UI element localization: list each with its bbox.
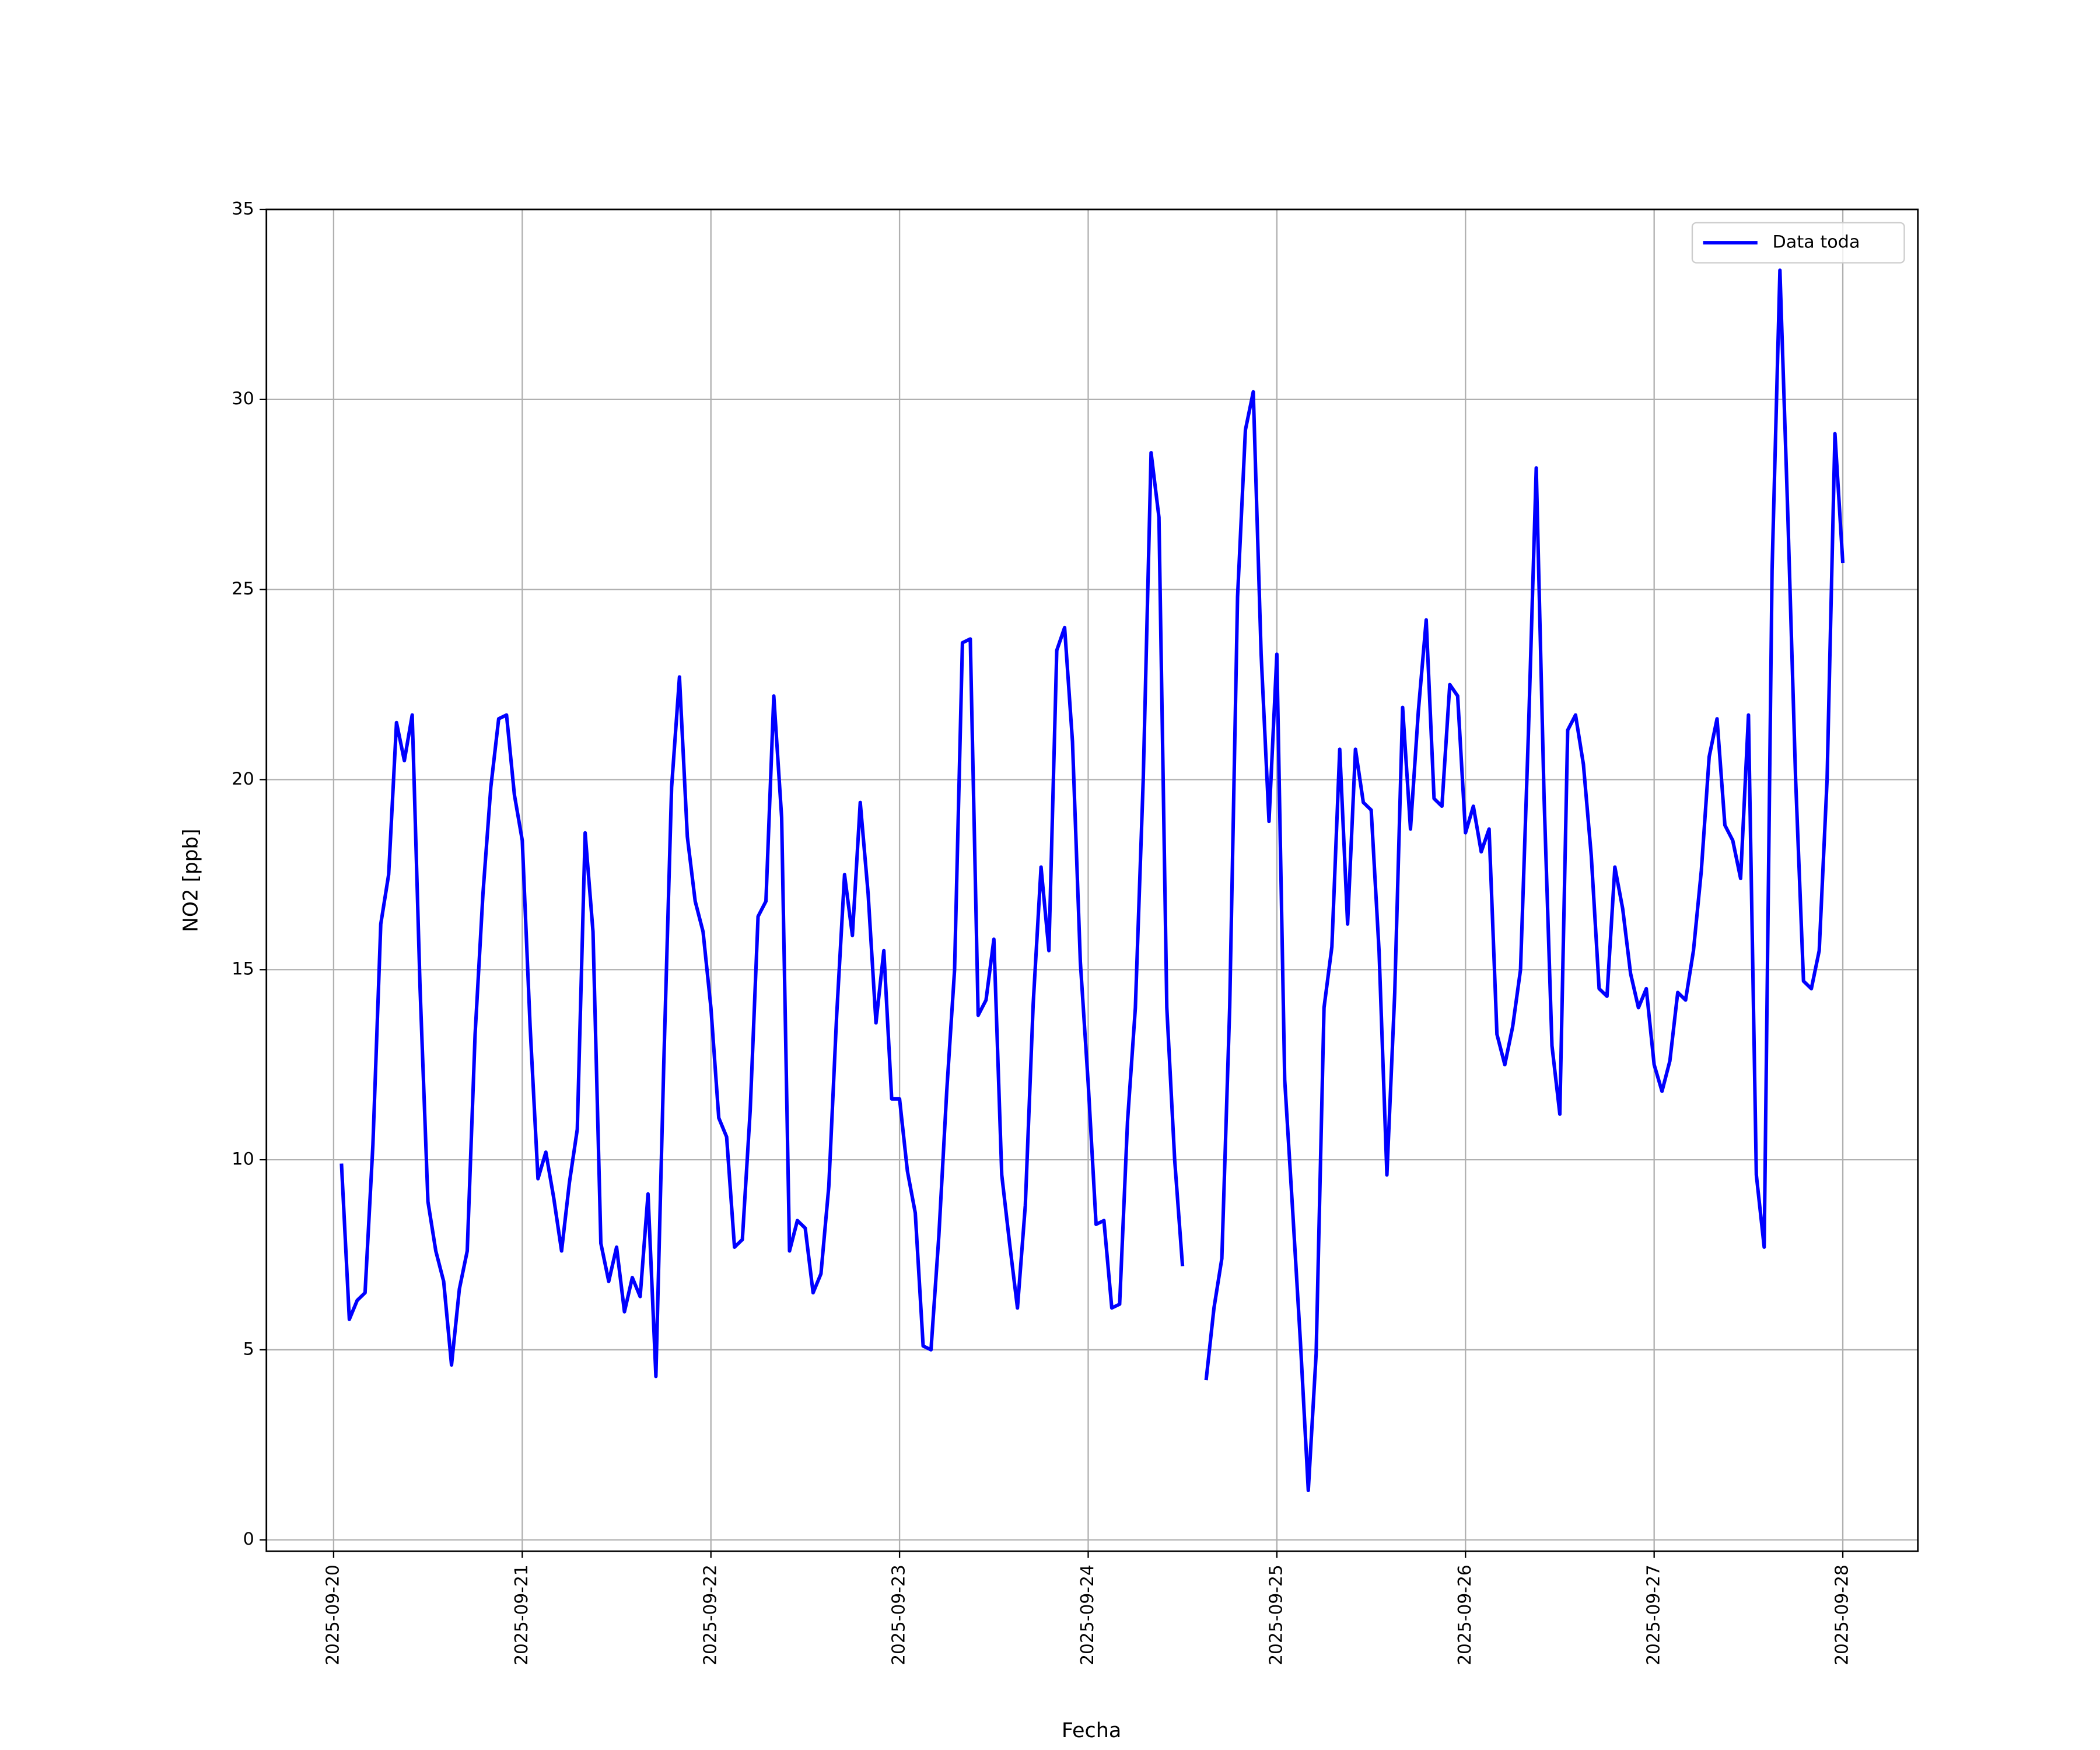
y-tick-label: 30 bbox=[232, 388, 254, 409]
x-tick-label: 2025-09-28 bbox=[1832, 1564, 1852, 1665]
axes-frame bbox=[265, 208, 1919, 1552]
x-tick-label: 2025-09-25 bbox=[1266, 1564, 1286, 1665]
x-tick-label: 2025-09-21 bbox=[512, 1564, 532, 1665]
y-tick-label: 10 bbox=[232, 1149, 254, 1170]
x-tick-label: 2025-09-24 bbox=[1077, 1564, 1098, 1665]
legend: Data toda bbox=[1691, 222, 1905, 264]
y-tick-label: 20 bbox=[232, 769, 254, 789]
y-tick-label: 25 bbox=[232, 579, 254, 599]
axes: 0 5 10 15 20 25 30 35 2025-09-20 2025-09-21 2025-0… bbox=[232, 199, 1853, 1665]
x-tick-label: 2025-09-23 bbox=[888, 1564, 909, 1665]
data-line bbox=[340, 268, 1845, 1493]
y-tick-label: 0 bbox=[243, 1529, 254, 1549]
x-tick-label: 2025-09-26 bbox=[1455, 1564, 1475, 1665]
x-tick-label: 2025-09-20 bbox=[323, 1564, 343, 1665]
x-axis-label: Fecha bbox=[1062, 1719, 1121, 1742]
legend-box bbox=[1691, 222, 1905, 264]
y-axis-label: NO2 [ppb] bbox=[179, 828, 202, 932]
legend-label: Data toda bbox=[1772, 232, 1860, 253]
plot bbox=[340, 268, 1845, 1493]
y-tick-label: 5 bbox=[243, 1339, 254, 1360]
y-tick-label: 35 bbox=[232, 199, 254, 219]
y-tick-label: 15 bbox=[232, 959, 254, 979]
x-tick-label: 2025-09-27 bbox=[1643, 1564, 1664, 1665]
x-tick-label: 2025-09-22 bbox=[700, 1564, 720, 1665]
